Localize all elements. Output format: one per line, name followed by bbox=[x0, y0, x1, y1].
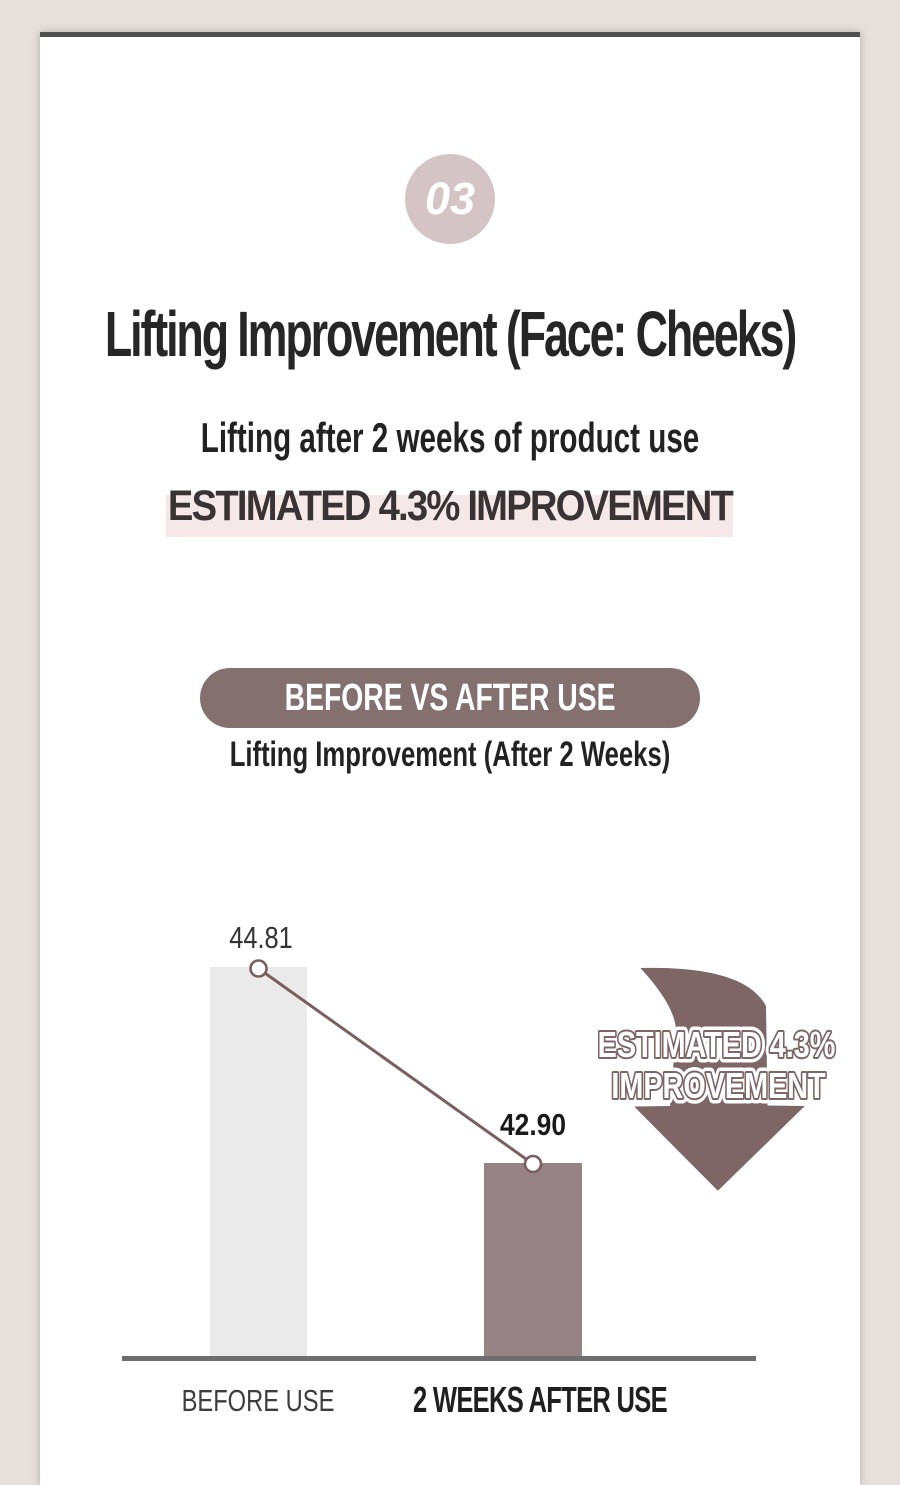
svg-text:ESTIMATED 4.3%: ESTIMATED 4.3% bbox=[598, 1024, 836, 1065]
svg-text:ESTIMATED 4.3%: ESTIMATED 4.3% bbox=[598, 1024, 836, 1065]
svg-text:IMPROVEMENT: IMPROVEMENT bbox=[611, 1065, 825, 1106]
svg-text:IMPROVEMENT: IMPROVEMENT bbox=[611, 1065, 825, 1106]
